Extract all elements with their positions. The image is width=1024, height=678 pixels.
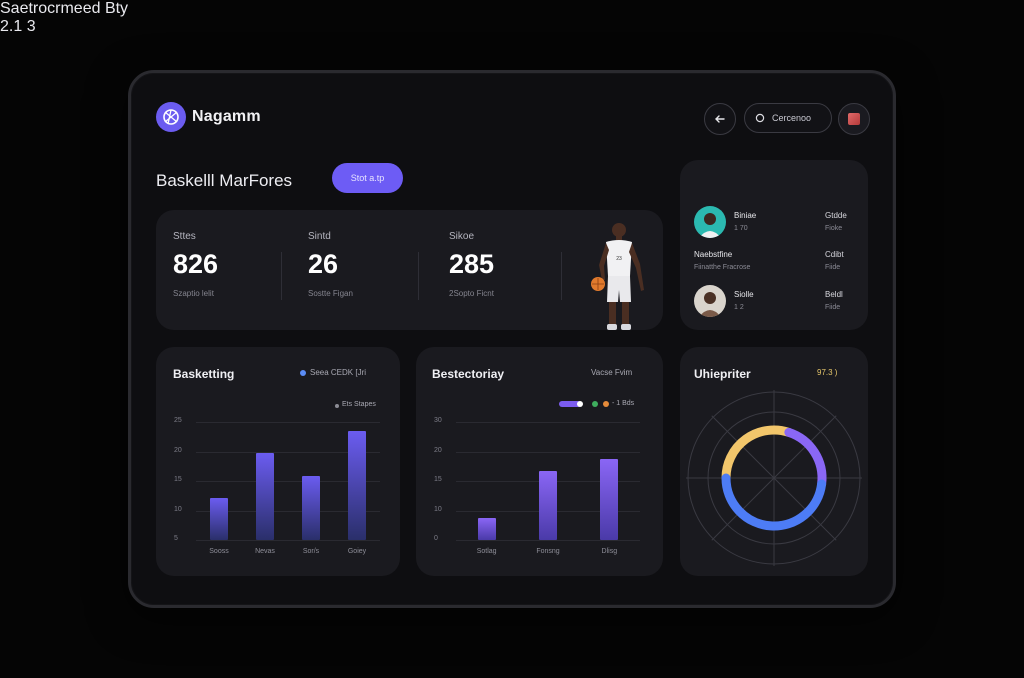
search-button[interactable]: Cercenoo <box>744 103 832 133</box>
y-tick-label: 0 <box>434 535 438 542</box>
bar[interactable] <box>210 497 228 540</box>
legend-dot-white <box>577 401 583 407</box>
leader-name: Siolle <box>734 290 754 299</box>
profile-icon <box>848 113 860 125</box>
app-name: Nagamm <box>192 108 261 125</box>
donut-slice[interactable] <box>721 425 794 483</box>
gridline <box>196 540 380 541</box>
app-logo[interactable] <box>156 102 186 132</box>
leaders-title: Saetrocrmeed Bty <box>0 0 129 17</box>
y-tick-label: 5 <box>174 535 178 542</box>
chart-legend[interactable]: Vacse Fvim <box>591 368 633 377</box>
y-tick-label: 25 <box>174 417 182 424</box>
x-tick-label: Sor/s <box>302 548 320 555</box>
leader-stat-sub: Fiide <box>825 304 841 311</box>
divider <box>281 252 282 300</box>
gridline <box>196 510 380 512</box>
stat-label: Sintd <box>308 231 331 242</box>
gridline <box>456 540 640 541</box>
chart-title: Bestectoriay <box>432 367 505 381</box>
y-tick-label: 15 <box>174 476 182 483</box>
chart-legend[interactable]: Seea CEDK [Jri <box>310 368 367 377</box>
person-icon <box>699 292 721 317</box>
legend-swatch-purple <box>559 401 581 407</box>
x-tick-label: Sotlag <box>476 548 497 555</box>
gridline <box>196 481 380 482</box>
page-title: Baskelll MarFores <box>156 171 293 190</box>
arrow-left-icon <box>715 115 725 123</box>
grid-spoke <box>711 415 837 541</box>
y-tick-label: 15 <box>434 476 442 483</box>
gridline <box>196 422 380 423</box>
gridline <box>456 451 640 453</box>
stats-card <box>156 210 663 330</box>
search-icon <box>755 113 765 123</box>
stat-value: 285 <box>449 249 495 279</box>
leader-sub: 1 70 <box>734 225 748 232</box>
bar[interactable] <box>600 459 619 540</box>
back-button[interactable] <box>704 103 736 135</box>
stat-sub: 2Sopto Ficnt <box>449 289 494 298</box>
bar[interactable] <box>539 471 557 540</box>
y-tick-label: 30 <box>434 417 442 424</box>
leader-name: Naebstfine <box>694 250 733 259</box>
leaders-count: 2.1 3 <box>0 18 36 35</box>
player-avatar[interactable] <box>694 285 726 317</box>
legend-dot-orange <box>603 401 609 407</box>
stat-sub: Sostte Figan <box>308 289 353 298</box>
y-tick-label: 10 <box>174 505 182 513</box>
legend-dot <box>335 404 339 408</box>
bar[interactable] <box>477 518 496 540</box>
chart-title: Uhiepriter <box>694 367 751 381</box>
leader-sub: 1 2 <box>734 304 744 311</box>
gridline <box>456 422 640 423</box>
chart-legend-sub: - 1 Bds <box>612 400 635 407</box>
stat-label: Sttes <box>173 231 196 242</box>
stat-value: 26 <box>308 249 339 279</box>
basketball-player-image: 23 <box>591 223 644 330</box>
person-icon <box>699 213 721 238</box>
legend-dot-green <box>592 401 598 407</box>
search-label: Cercenoo <box>772 113 812 123</box>
chart-title: Basketting <box>173 367 235 381</box>
player-avatar[interactable] <box>694 206 726 238</box>
y-tick-label: 10 <box>434 505 442 513</box>
stat-label: Sikoe <box>449 231 475 242</box>
chart-legend-sub: Ets Stapes <box>342 401 376 408</box>
donut-slice[interactable] <box>784 427 827 489</box>
y-tick-label: 20 <box>174 446 182 454</box>
chart-value: 97.3 ) <box>817 368 838 377</box>
primary-action-button[interactable]: Stot a.tp <box>332 163 403 193</box>
donut-slice[interactable] <box>721 473 827 531</box>
x-tick-label: Fonsng <box>536 548 560 555</box>
x-tick-label: Goiey <box>347 548 367 555</box>
leader-stat-sub: Fiide <box>825 264 841 271</box>
leader-name: Biniae <box>734 211 757 220</box>
y-tick-label: 20 <box>434 446 442 454</box>
divider <box>418 252 419 300</box>
donut-chart <box>686 390 862 566</box>
stat-value: 826 <box>173 249 219 279</box>
leader-sub: Fiinatthe Fracrose <box>694 264 751 271</box>
x-tick-label: Dlisg <box>601 548 618 555</box>
bar[interactable] <box>348 431 366 540</box>
x-tick-label: Nevas <box>255 548 275 555</box>
gridline <box>196 451 380 453</box>
chart-card-bestectoriay <box>416 347 663 576</box>
x-tick-label: Sooss <box>209 548 229 555</box>
svg-text:23: 23 <box>616 256 622 262</box>
profile-avatar-button[interactable] <box>838 103 870 135</box>
bar[interactable] <box>256 452 274 540</box>
leader-stat: Beldl <box>825 290 843 299</box>
legend-dot <box>300 370 306 376</box>
divider <box>561 252 562 300</box>
stat-sub: Szaptio lelit <box>173 289 214 298</box>
basketball-logo-icon <box>163 109 179 125</box>
leader-stat-sub: Fioke <box>825 225 843 232</box>
leader-stat: Gtdde <box>825 211 847 220</box>
leader-stat: Cdibt <box>825 250 844 259</box>
bar[interactable] <box>302 476 320 540</box>
